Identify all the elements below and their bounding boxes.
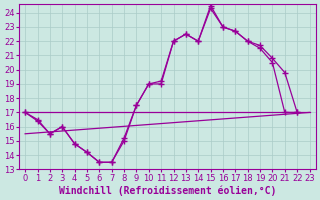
X-axis label: Windchill (Refroidissement éolien,°C): Windchill (Refroidissement éolien,°C) — [59, 185, 276, 196]
